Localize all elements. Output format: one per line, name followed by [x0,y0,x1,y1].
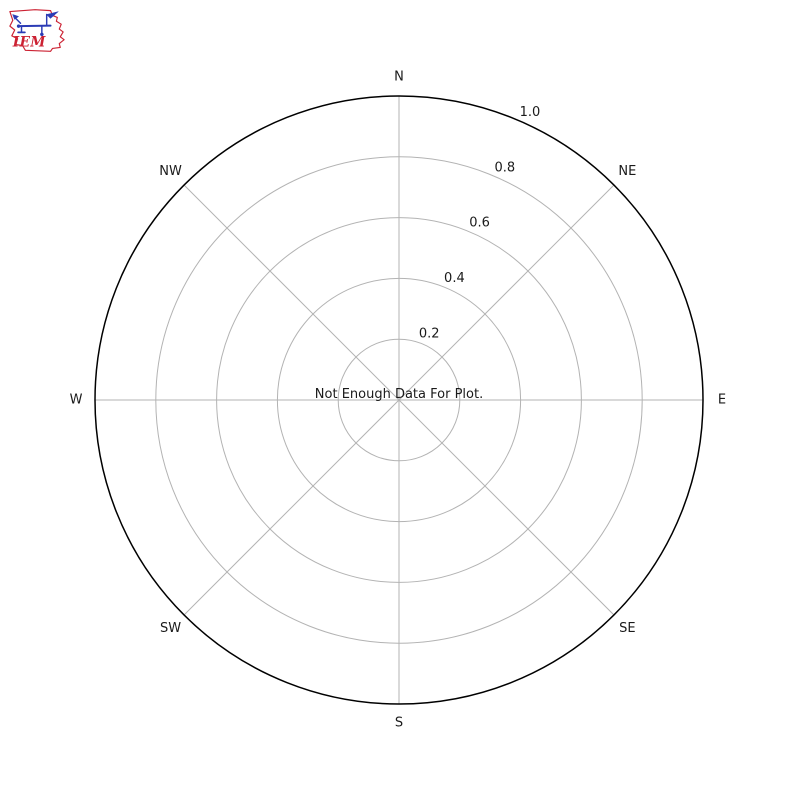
weather-vane-icon [12,11,59,37]
direction-label-s: S [395,716,403,731]
direction-label-sw: SW [160,621,181,636]
iem-logo-text: IEM [12,34,47,50]
r-tick-label: 0.8 [494,160,515,175]
direction-label-nw: NW [159,164,182,179]
r-tick-label: 0.4 [444,271,465,286]
r-tick-label: 0.6 [469,216,490,231]
direction-label-se: SE [619,621,635,636]
theta-gridline [183,184,400,401]
direction-label-n: N [394,70,404,85]
r-tick-label: 0.2 [419,326,440,341]
theta-gridline [398,399,615,616]
theta-gridline [183,399,400,616]
r-tick-label: 1.0 [520,105,541,120]
direction-label-e: E [718,393,726,408]
iowa-outline-icon [9,9,65,52]
polar-spine [94,95,704,705]
direction-label-ne: NE [618,164,636,179]
theta-gridline [398,184,615,401]
iem-logo: IEM [9,9,65,52]
direction-label-w: W [70,393,83,408]
